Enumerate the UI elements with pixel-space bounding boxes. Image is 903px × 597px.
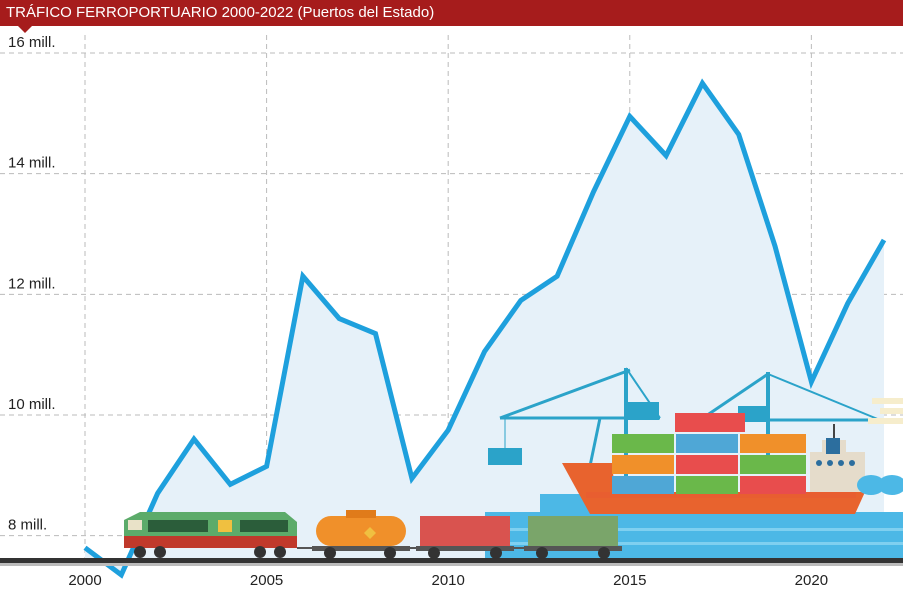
rail-track [0, 558, 903, 566]
crane-left-icon [488, 367, 661, 491]
x-tick-label: 2005 [250, 572, 283, 589]
y-tick-label: 10 mill. [8, 396, 56, 413]
tanks-icon [857, 398, 903, 495]
port-illustration [485, 367, 903, 562]
header-notch [18, 26, 32, 33]
box-wagon-red-icon [416, 516, 514, 559]
y-tick-label: 16 mill. [8, 34, 56, 51]
ship-icon [562, 424, 865, 514]
tank-wagon-icon [312, 510, 410, 559]
y-tick-label: 12 mill. [8, 275, 56, 292]
x-tick-label: 2015 [613, 572, 646, 589]
box-wagon-green-icon [524, 516, 622, 559]
chart-title: TRÁFICO FERROPORTUARIO 2000-2022 (Puerto… [6, 4, 435, 21]
y-tick-label: 8 mill. [8, 517, 47, 534]
x-tick-label: 2010 [431, 572, 464, 589]
train-illustration [124, 510, 622, 559]
x-tick-label: 2020 [795, 572, 828, 589]
chart-header: TRÁFICO FERROPORTUARIO 2000-2022 (Puerto… [0, 0, 903, 26]
container-stack-icon [612, 413, 806, 494]
x-tick-label: 2000 [68, 572, 101, 589]
y-tick-label: 14 mill. [8, 155, 56, 172]
locomotive-icon [124, 512, 297, 558]
